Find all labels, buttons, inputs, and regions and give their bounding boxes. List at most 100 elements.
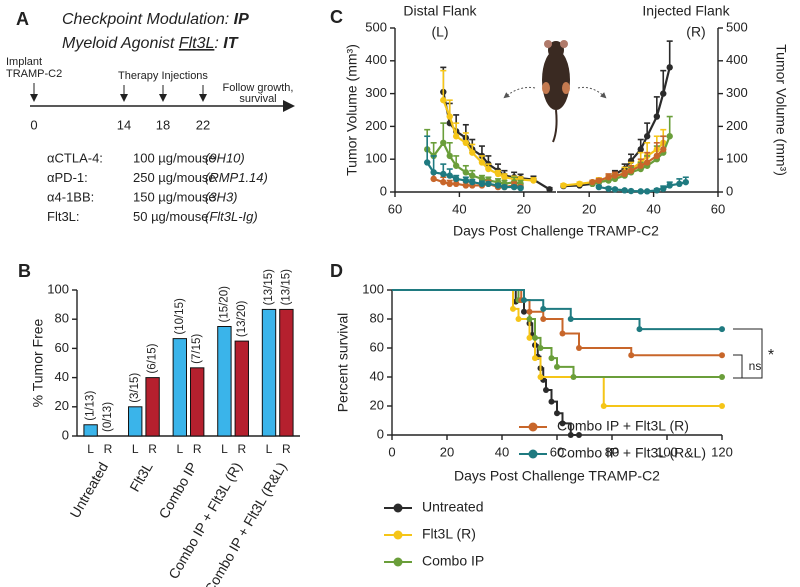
legend-label: Combo IP + Flt3L (R) xyxy=(557,418,689,434)
x-tick-label: 60 xyxy=(711,201,725,216)
point xyxy=(440,170,447,178)
annotation: * xyxy=(768,347,774,364)
point xyxy=(643,188,651,195)
point xyxy=(452,180,460,187)
x-tick-label: 60 xyxy=(550,444,564,459)
panel-a: A Checkpoint Modulation: IP Myeloid Agon… xyxy=(6,9,295,224)
x-tick-label: 80 xyxy=(605,444,619,459)
point xyxy=(621,170,628,178)
axis-title: Tumor Volume (mm³) xyxy=(773,44,789,176)
bar xyxy=(172,338,187,437)
axis-title: Tumor Volume (mm³) xyxy=(344,44,360,176)
point xyxy=(605,185,612,192)
x-tick-label: 120 xyxy=(711,444,733,459)
text: Flt3L xyxy=(179,35,215,52)
point xyxy=(462,177,470,184)
point xyxy=(719,326,725,333)
axis-title: Days Post Challenge TRAMP-C2 xyxy=(454,468,660,484)
x-tick-label: Flt3L xyxy=(126,459,156,494)
bar-sublabel: L xyxy=(176,442,183,456)
point xyxy=(589,178,596,186)
point xyxy=(452,175,460,183)
point xyxy=(660,146,667,153)
legend-marker xyxy=(393,557,403,567)
point xyxy=(501,183,508,191)
y-tick-label: 0 xyxy=(726,183,733,198)
series-line xyxy=(563,67,671,188)
annotation: ns xyxy=(749,359,762,373)
bar xyxy=(279,308,294,437)
point xyxy=(660,185,667,192)
point xyxy=(510,305,516,312)
flank-title: Distal Flank xyxy=(403,3,477,19)
point xyxy=(719,374,725,380)
label: survival xyxy=(239,93,276,105)
point xyxy=(643,133,651,140)
text: Myeloid Agonist xyxy=(62,35,179,52)
point xyxy=(548,398,555,405)
y-tick-label: 100 xyxy=(726,151,748,166)
point xyxy=(440,139,447,146)
flank-title: Injected Flank xyxy=(642,3,730,19)
day-label: 22 xyxy=(196,117,210,132)
x-tick-label: 100 xyxy=(656,444,678,459)
bar-sublabel: L xyxy=(132,442,139,456)
y-tick-label: 80 xyxy=(55,311,69,326)
dose-cell: 250 µg/mouse xyxy=(133,170,216,185)
point xyxy=(446,113,453,120)
count-label: (1/13) xyxy=(85,391,97,421)
day-label: 18 xyxy=(156,117,170,132)
legend-label: Combo IP xyxy=(422,553,484,569)
bar xyxy=(145,377,160,437)
y-tick-label: 100 xyxy=(47,281,69,296)
point xyxy=(595,183,603,191)
point xyxy=(521,297,527,304)
point xyxy=(540,305,547,312)
label: Follow growth, xyxy=(223,82,294,94)
point xyxy=(446,180,453,187)
y-tick-label: 0 xyxy=(62,427,69,442)
point xyxy=(526,308,533,315)
point xyxy=(653,187,661,194)
bar-sublabel: L xyxy=(221,442,228,456)
label: Therapy Injections xyxy=(118,70,208,82)
dose-cell: 150 µg/mouse xyxy=(133,189,216,204)
x-tick-label: 40 xyxy=(452,201,466,216)
point xyxy=(469,178,476,186)
legend-label: Flt3L (R) xyxy=(422,526,476,542)
bar-sublabel: R xyxy=(148,442,157,456)
point xyxy=(559,420,566,427)
dose-table: αCTLA-4: 100 µg/mouse(9H10) αPD-1: 250 µg/m… xyxy=(47,150,268,224)
legend-label: Combo IP + Flt3L (R&L) xyxy=(557,445,706,461)
point xyxy=(540,316,547,322)
point xyxy=(576,432,582,438)
label: TRAMP-C2 xyxy=(6,68,62,80)
point xyxy=(537,345,544,351)
point xyxy=(424,159,431,166)
count-label: (10/15) xyxy=(174,298,186,335)
point xyxy=(537,374,544,380)
point xyxy=(478,159,486,166)
point xyxy=(462,139,470,146)
point xyxy=(430,169,437,176)
count-label: (3/15) xyxy=(129,373,141,403)
survival-curve xyxy=(392,289,722,407)
dose-cell: 50 µg/mouse xyxy=(133,209,208,224)
day-label: 0 xyxy=(30,117,37,132)
y-tick-label: 60 xyxy=(55,340,69,355)
point xyxy=(653,152,661,160)
y-tick-label: 500 xyxy=(726,19,748,34)
survival-curve xyxy=(392,289,722,331)
point xyxy=(666,182,673,189)
point xyxy=(637,188,644,195)
point xyxy=(611,186,619,193)
x-tick-label: Combo IP xyxy=(155,459,200,521)
point xyxy=(560,182,567,189)
legend-marker xyxy=(528,422,538,432)
x-tick-label: 0 xyxy=(388,444,395,459)
point xyxy=(559,330,566,337)
dose-cell: αCTLA-4: xyxy=(47,150,103,165)
dose-cell: (3H3) xyxy=(205,189,238,204)
y-tick-label: 20 xyxy=(55,398,69,413)
point xyxy=(532,355,538,362)
